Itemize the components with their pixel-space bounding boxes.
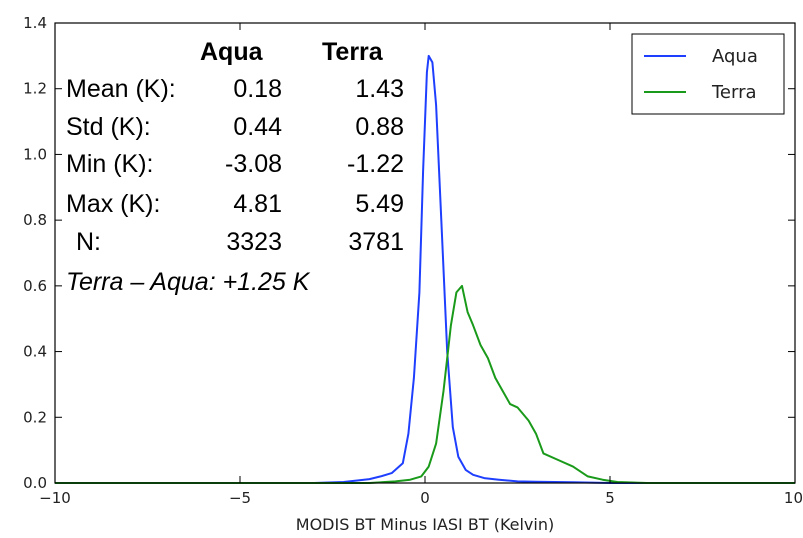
stats-aqua-value: 4.81 <box>233 190 282 218</box>
stats-terra-value: 3781 <box>348 228 404 256</box>
stats-header-aqua: Aqua <box>200 38 264 66</box>
stats-header-terra: Terra <box>322 38 384 66</box>
stats-aqua-value: 3323 <box>226 228 282 256</box>
y-tick-label: 0.6 <box>23 277 47 295</box>
tick-layer: −10 −5 0 5 10 0.0 0.2 0.4 0.6 0.8 1.0 1.2 1.4 <box>23 14 803 507</box>
y-tick-label: 1.2 <box>23 80 47 98</box>
stats-row-label: N: <box>76 228 101 256</box>
stats-aqua-value: -3.08 <box>225 150 282 178</box>
x-axis-title: MODIS BT Minus IASI BT (Kelvin) <box>296 515 554 534</box>
x-tick-label: −10 <box>39 489 71 507</box>
legend: Aqua Terra <box>631 33 785 115</box>
stats-terra-value: 0.88 <box>355 113 404 141</box>
x-tick-label: 0 <box>420 489 430 507</box>
stats-row-label: Mean (K): <box>66 75 176 103</box>
stats-row-label: Std (K): <box>66 113 151 141</box>
x-tick-label: 10 <box>784 489 803 507</box>
stats-aqua-value: 0.18 <box>233 75 282 103</box>
stats-terra-value: -1.22 <box>347 150 404 178</box>
y-tick-label: 0.4 <box>23 343 47 361</box>
series-line-terra <box>55 284 795 484</box>
stats-row-label: Max (K): <box>66 190 160 218</box>
y-tick-label: 0.0 <box>23 474 47 492</box>
y-tick-label: 1.4 <box>23 14 47 32</box>
plot-frame <box>54 22 796 484</box>
stats-terra-value: 1.43 <box>355 75 404 103</box>
stats-terra-value: 5.49 <box>355 190 404 218</box>
series-line-aqua <box>55 54 795 484</box>
legend-box <box>631 33 785 115</box>
stats-difference: Terra – Aqua: +1.25 K <box>66 268 311 296</box>
x-tick-label: 5 <box>605 489 615 507</box>
x-tick-label: −5 <box>229 489 251 507</box>
legend-label-aqua: Aqua <box>712 46 758 67</box>
series-layer <box>55 54 795 484</box>
legend-label-terra: Terra <box>711 82 757 103</box>
y-tick-label: 1.0 <box>23 145 47 163</box>
y-tick-label: 0.2 <box>23 408 47 426</box>
stats-annotation: Aqua Terra Mean (K): 0.18 1.43 Std (K): 0.44… <box>66 38 404 296</box>
stats-row-label: Min (K): <box>66 150 154 178</box>
stats-aqua-value: 0.44 <box>233 113 282 141</box>
y-tick-label: 0.8 <box>23 211 47 229</box>
